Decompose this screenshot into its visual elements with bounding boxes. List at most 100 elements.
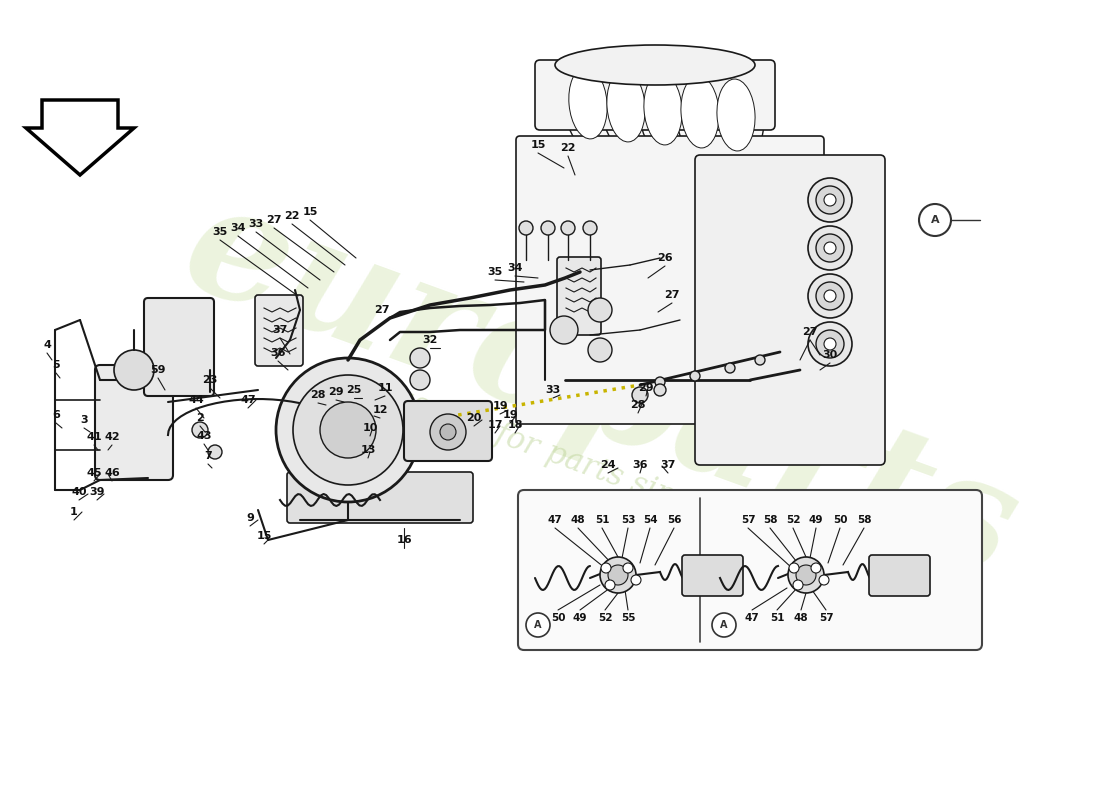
Text: 19: 19 [503, 410, 518, 420]
Text: 26: 26 [657, 253, 673, 263]
Circle shape [796, 565, 816, 585]
Text: 18: 18 [507, 420, 522, 430]
Text: 57: 57 [740, 515, 756, 525]
Text: 20: 20 [466, 413, 482, 423]
Circle shape [824, 242, 836, 254]
Circle shape [808, 178, 852, 222]
Ellipse shape [602, 63, 654, 153]
Text: A: A [535, 620, 541, 630]
Ellipse shape [644, 73, 682, 145]
Text: 45: 45 [86, 468, 101, 478]
Circle shape [519, 221, 534, 235]
Circle shape [410, 370, 430, 390]
Circle shape [605, 580, 615, 590]
Circle shape [690, 371, 700, 381]
Circle shape [430, 414, 466, 450]
Circle shape [793, 580, 803, 590]
Circle shape [588, 338, 612, 362]
Text: 27: 27 [374, 305, 389, 315]
Circle shape [631, 575, 641, 585]
Text: 15: 15 [302, 207, 318, 217]
Circle shape [410, 348, 430, 368]
Text: 37: 37 [660, 460, 675, 470]
Ellipse shape [564, 60, 616, 150]
Circle shape [276, 358, 420, 502]
Circle shape [816, 282, 844, 310]
Text: 3: 3 [80, 415, 88, 425]
Text: 22: 22 [560, 143, 575, 153]
Ellipse shape [717, 79, 755, 151]
Text: 33: 33 [249, 219, 264, 229]
FancyBboxPatch shape [869, 555, 929, 596]
Text: 19: 19 [492, 401, 508, 411]
Text: 29: 29 [638, 383, 653, 393]
FancyBboxPatch shape [404, 401, 492, 461]
Text: 6: 6 [52, 410, 59, 420]
Circle shape [601, 563, 610, 573]
Ellipse shape [681, 76, 719, 148]
Circle shape [811, 563, 821, 573]
Circle shape [600, 557, 636, 593]
Text: 27: 27 [664, 290, 680, 300]
Circle shape [654, 384, 666, 396]
Circle shape [561, 221, 575, 235]
Text: 58: 58 [762, 515, 778, 525]
Text: 15: 15 [530, 140, 546, 150]
Circle shape [654, 377, 666, 387]
Circle shape [440, 424, 456, 440]
Text: 36: 36 [632, 460, 648, 470]
Text: 49: 49 [808, 515, 823, 525]
Text: 5: 5 [52, 360, 59, 370]
Text: 40: 40 [72, 487, 87, 497]
Text: 52: 52 [785, 515, 801, 525]
Circle shape [583, 221, 597, 235]
Circle shape [208, 445, 222, 459]
Text: 11: 11 [377, 383, 393, 393]
Circle shape [808, 226, 852, 270]
Text: 1: 1 [70, 507, 78, 517]
Circle shape [293, 375, 403, 485]
Text: A: A [931, 215, 939, 225]
Circle shape [789, 563, 799, 573]
Text: 30: 30 [823, 350, 837, 360]
Text: 55: 55 [620, 613, 636, 623]
Circle shape [808, 322, 852, 366]
Circle shape [755, 355, 764, 365]
Text: 2: 2 [196, 413, 204, 423]
Circle shape [632, 387, 648, 403]
Text: 50: 50 [833, 515, 847, 525]
Text: 48: 48 [794, 613, 808, 623]
Text: 50: 50 [551, 613, 565, 623]
FancyBboxPatch shape [682, 555, 742, 596]
FancyBboxPatch shape [95, 365, 173, 480]
Text: 57: 57 [818, 613, 834, 623]
Text: 42: 42 [104, 432, 120, 442]
Circle shape [550, 316, 578, 344]
Text: 12: 12 [372, 405, 387, 415]
Text: 51: 51 [770, 613, 784, 623]
Circle shape [541, 221, 556, 235]
Text: 47: 47 [240, 395, 256, 405]
FancyBboxPatch shape [557, 257, 601, 335]
Ellipse shape [675, 69, 728, 159]
Circle shape [808, 274, 852, 318]
Text: 16: 16 [396, 535, 411, 545]
Ellipse shape [712, 72, 764, 162]
Circle shape [918, 204, 952, 236]
Text: 36: 36 [271, 348, 286, 358]
Text: 49: 49 [573, 613, 587, 623]
Text: 34: 34 [230, 223, 245, 233]
Ellipse shape [556, 45, 755, 85]
Text: 58: 58 [857, 515, 871, 525]
Text: 35: 35 [487, 267, 503, 277]
Text: 39: 39 [89, 487, 104, 497]
FancyBboxPatch shape [287, 472, 473, 523]
Text: 4: 4 [43, 340, 51, 350]
Text: 47: 47 [548, 515, 562, 525]
Circle shape [320, 402, 376, 458]
Circle shape [588, 298, 612, 322]
Text: 59: 59 [151, 365, 166, 375]
Text: 52: 52 [597, 613, 613, 623]
Ellipse shape [639, 66, 691, 156]
FancyBboxPatch shape [516, 136, 824, 424]
